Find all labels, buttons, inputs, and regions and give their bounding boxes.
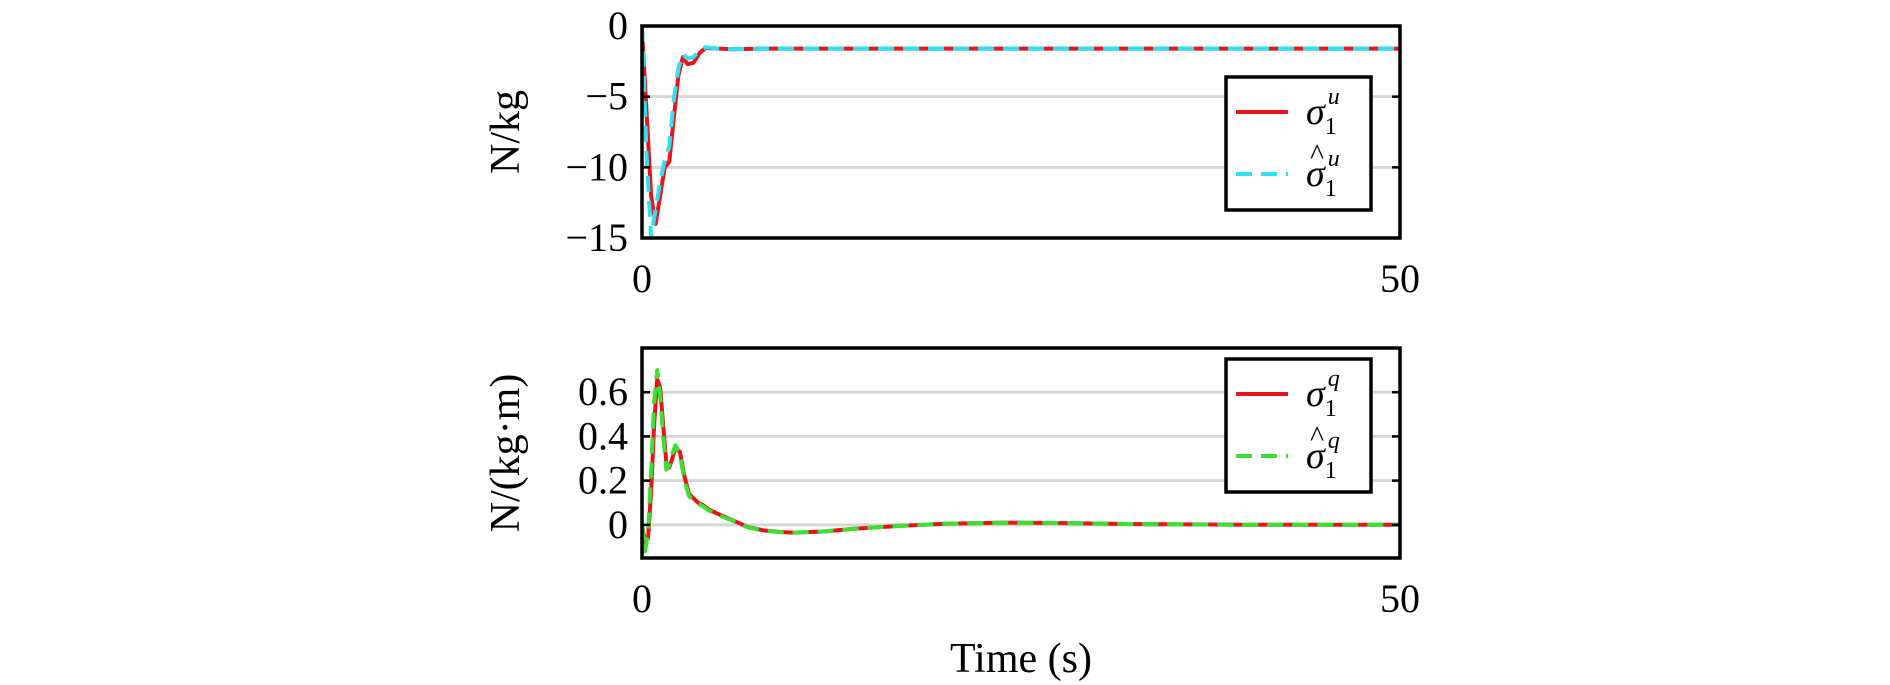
legend-bottom: σ1q σ1q^ bbox=[1224, 357, 1373, 494]
legend-top: σ1u σ1u^ bbox=[1224, 75, 1373, 212]
x-tick-labels-bottom: 0 50 bbox=[632, 576, 1420, 621]
x-axis-label-bottom: Time (s) bbox=[950, 636, 1092, 682]
legend-label: σ1u bbox=[1306, 146, 1340, 202]
x-tick-label: 0 bbox=[632, 576, 652, 621]
legend-hat: ^ bbox=[1310, 420, 1324, 453]
y-tick-labels-top: 0 −5 −10 −15 bbox=[565, 3, 628, 260]
y-axis-label-bottom: N/(kg·m) bbox=[483, 374, 529, 533]
x-tick-label: 50 bbox=[1380, 256, 1420, 301]
legend-box bbox=[1224, 75, 1373, 212]
series-line-2 bbox=[642, 26, 1400, 238]
x-tick-label: 50 bbox=[1380, 576, 1420, 621]
y-tick-label: 0 bbox=[608, 502, 628, 547]
chart-top: 0 −5 −10 −15 0 50 N/kg σ1u σ1u^ bbox=[483, 3, 1420, 301]
legend-hat: ^ bbox=[1310, 138, 1324, 171]
y-tick-label: −10 bbox=[565, 144, 628, 189]
y-axis-label-top: N/kg bbox=[483, 90, 529, 174]
legend-box bbox=[1224, 357, 1373, 494]
ticks-top bbox=[642, 24, 1400, 240]
plot-area-bottom bbox=[642, 368, 1400, 554]
legend-label: σ1q bbox=[1306, 366, 1340, 422]
y-tick-label: −15 bbox=[565, 215, 628, 260]
y-tick-label: 0.4 bbox=[578, 413, 628, 458]
ticks-bottom bbox=[642, 390, 1400, 527]
plot-area-top bbox=[642, 26, 1400, 238]
x-tick-labels-top: 0 50 bbox=[632, 256, 1420, 301]
y-tick-label: 0 bbox=[608, 3, 628, 48]
axes-frame-bottom bbox=[640, 346, 1402, 560]
y-tick-label: 0.2 bbox=[578, 458, 628, 503]
y-tick-label: 0.6 bbox=[578, 369, 628, 414]
series-line-2 bbox=[642, 368, 1400, 554]
legend-label: σ1q bbox=[1306, 428, 1340, 484]
y-tick-labels-bottom: 00.20.40.6 bbox=[578, 369, 628, 547]
legend-label: σ1u bbox=[1306, 84, 1340, 140]
y-tick-label: −5 bbox=[585, 74, 628, 119]
axes-frame-top bbox=[640, 24, 1402, 240]
x-tick-label: 0 bbox=[632, 256, 652, 301]
